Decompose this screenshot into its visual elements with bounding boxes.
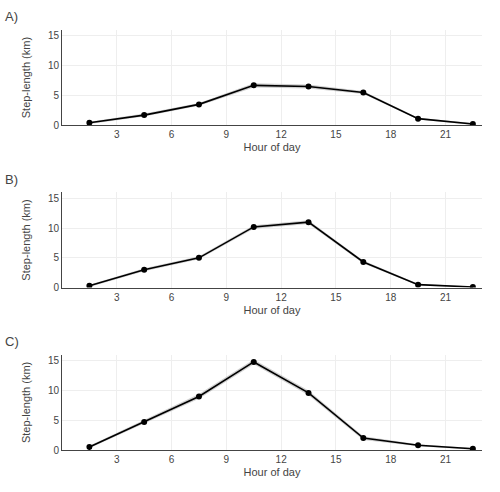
svg-text:3: 3 — [114, 129, 120, 140]
svg-text:12: 12 — [276, 129, 288, 140]
svg-text:Hour of day: Hour of day — [244, 141, 301, 153]
svg-text:Step-length (km): Step-length (km) — [20, 362, 32, 443]
svg-text:21: 21 — [440, 129, 452, 140]
svg-text:9: 9 — [224, 292, 230, 303]
svg-text:3: 3 — [114, 454, 120, 465]
svg-text:3: 3 — [114, 292, 120, 303]
svg-text:15: 15 — [48, 30, 60, 41]
svg-text:18: 18 — [385, 454, 397, 465]
svg-text:12: 12 — [276, 454, 288, 465]
svg-text:6: 6 — [169, 129, 175, 140]
svg-text:A): A) — [5, 9, 18, 24]
svg-text:B): B) — [5, 172, 18, 187]
svg-text:18: 18 — [385, 292, 397, 303]
svg-text:6: 6 — [169, 454, 175, 465]
svg-text:Step-length (km): Step-length (km) — [20, 37, 32, 118]
svg-text:15: 15 — [48, 193, 60, 204]
svg-text:9: 9 — [224, 454, 230, 465]
svg-text:C): C) — [5, 334, 19, 349]
svg-text:5: 5 — [53, 252, 59, 263]
svg-text:Hour of day: Hour of day — [244, 304, 301, 316]
svg-text:Step-length (km): Step-length (km) — [20, 199, 32, 280]
svg-text:9: 9 — [224, 129, 230, 140]
svg-text:Hour of day: Hour of day — [244, 466, 301, 478]
svg-text:15: 15 — [48, 355, 60, 366]
svg-text:0: 0 — [53, 445, 59, 456]
svg-text:0: 0 — [53, 120, 59, 131]
svg-text:0: 0 — [53, 282, 59, 293]
svg-text:18: 18 — [385, 129, 397, 140]
svg-text:5: 5 — [53, 90, 59, 101]
svg-text:10: 10 — [48, 60, 60, 71]
svg-text:12: 12 — [276, 292, 288, 303]
svg-text:10: 10 — [48, 385, 60, 396]
svg-text:6: 6 — [169, 292, 175, 303]
svg-text:15: 15 — [330, 292, 342, 303]
svg-text:5: 5 — [53, 415, 59, 426]
svg-text:21: 21 — [440, 292, 452, 303]
svg-text:15: 15 — [330, 129, 342, 140]
svg-text:21: 21 — [440, 454, 452, 465]
svg-text:15: 15 — [330, 454, 342, 465]
svg-text:10: 10 — [48, 223, 60, 234]
